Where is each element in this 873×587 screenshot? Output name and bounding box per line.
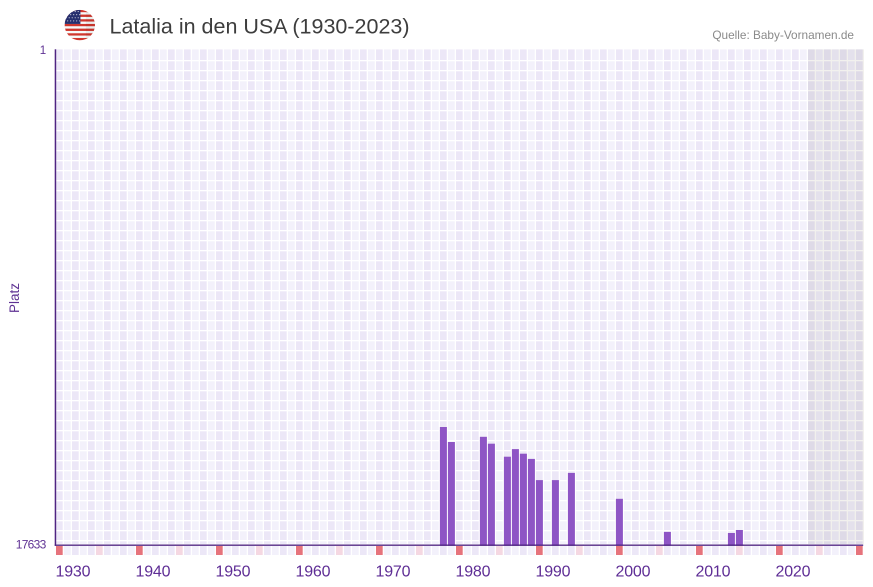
svg-text:1980: 1980 [456, 564, 491, 581]
svg-text:2010: 2010 [696, 564, 731, 581]
svg-text:1990: 1990 [536, 564, 571, 581]
svg-text:2020: 2020 [776, 564, 811, 581]
svg-text:1960: 1960 [296, 564, 331, 581]
svg-text:Platz: Platz [7, 283, 22, 313]
svg-text:1970: 1970 [376, 564, 411, 581]
svg-text:Latalia in den USA (1930-2023): Latalia in den USA (1930-2023) [110, 15, 410, 39]
svg-text:1940: 1940 [136, 564, 171, 581]
svg-text:17633: 17633 [16, 537, 47, 551]
svg-text:Quelle: Baby-Vornamen.de: Quelle: Baby-Vornamen.de [712, 28, 854, 42]
svg-text:1: 1 [40, 45, 46, 57]
svg-text:2000: 2000 [616, 564, 651, 581]
svg-text:1930: 1930 [56, 564, 91, 581]
svg-text:1950: 1950 [216, 564, 251, 581]
